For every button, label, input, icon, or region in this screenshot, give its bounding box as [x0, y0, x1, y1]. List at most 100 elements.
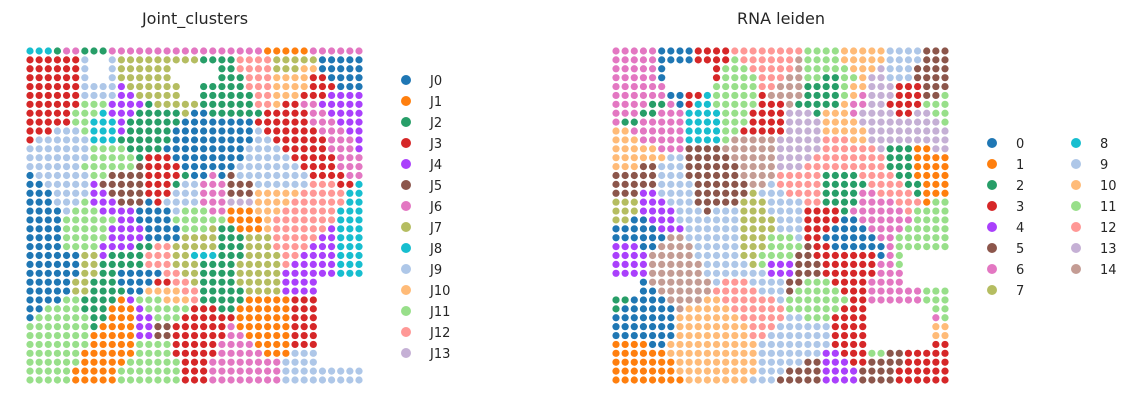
scatter-point	[117, 162, 125, 171]
scatter-point	[264, 243, 272, 251]
scatter-point	[795, 260, 803, 269]
scatter-point	[639, 65, 648, 73]
scatter-point	[62, 216, 71, 224]
scatter-point	[108, 47, 116, 55]
scatter-point	[53, 305, 62, 313]
scatter-point	[291, 367, 299, 375]
scatter-point	[209, 118, 217, 126]
scatter-point	[99, 136, 107, 144]
scatter-point	[81, 331, 89, 340]
scatter-point	[667, 251, 675, 260]
scatter-point	[163, 251, 171, 260]
scatter-point	[99, 171, 107, 180]
scatter-point	[767, 154, 775, 162]
scatter-point	[145, 74, 153, 82]
scatter-point	[831, 171, 839, 180]
scatter-point	[291, 136, 299, 144]
legend-label: J6	[429, 200, 442, 215]
scatter-point	[236, 367, 244, 375]
scatter-point	[676, 47, 684, 55]
scatter-point	[181, 331, 189, 340]
scatter-point	[227, 251, 235, 260]
scatter-point	[53, 127, 62, 135]
scatter-point	[813, 127, 821, 135]
scatter-point	[72, 145, 80, 153]
scatter-point	[337, 216, 345, 224]
scatter-point	[886, 47, 894, 55]
scatter-point	[877, 162, 885, 171]
scatter-point	[53, 171, 62, 180]
scatter-point	[612, 349, 620, 357]
scatter-point	[740, 207, 748, 215]
scatter-point	[740, 82, 748, 91]
scatter-point	[53, 162, 62, 171]
scatter-point	[676, 269, 684, 277]
scatter-point	[877, 243, 885, 251]
scatter-point	[840, 47, 849, 55]
scatter-point	[630, 118, 638, 126]
scatter-point	[667, 56, 675, 64]
scatter-point	[327, 171, 336, 180]
scatter-point	[35, 91, 43, 100]
scatter-point	[227, 260, 235, 269]
scatter-point	[804, 260, 812, 269]
scatter-point	[218, 349, 226, 357]
scatter-point	[923, 225, 931, 233]
scatter-point	[26, 234, 34, 242]
scatter-point	[639, 296, 648, 304]
scatter-point	[72, 180, 80, 188]
scatter-point	[163, 216, 171, 224]
scatter-point	[318, 91, 327, 100]
scatter-point	[895, 269, 903, 277]
scatter-point	[209, 180, 217, 188]
scatter-point	[740, 323, 748, 331]
scatter-point	[300, 189, 308, 197]
scatter-point	[236, 287, 244, 295]
scatter-point	[62, 340, 71, 349]
scatter-point	[300, 376, 308, 384]
scatter-point	[658, 180, 666, 188]
scatter-point	[318, 269, 327, 277]
scatter-point	[758, 358, 766, 366]
scatter-point	[868, 136, 876, 144]
scatter-point	[327, 198, 336, 206]
scatter-point	[62, 189, 71, 197]
scatter-point	[941, 109, 949, 117]
scatter-point	[776, 198, 785, 206]
scatter-point	[309, 314, 317, 322]
scatter-point	[731, 367, 739, 375]
scatter-point	[932, 100, 940, 108]
scatter-point	[35, 349, 43, 357]
scatter-point	[355, 118, 363, 126]
scatter-point	[786, 127, 794, 135]
scatter-point	[722, 367, 730, 375]
scatter-point	[181, 154, 189, 162]
scatter-point	[703, 198, 711, 206]
scatter-point	[126, 358, 135, 366]
scatter-point	[90, 331, 98, 340]
scatter-point	[309, 207, 317, 215]
scatter-point	[318, 180, 327, 188]
scatter-point	[53, 349, 62, 357]
scatter-point	[776, 100, 785, 108]
scatter-point	[181, 269, 189, 277]
scatter-point	[181, 47, 189, 55]
scatter-point	[886, 56, 894, 64]
scatter-point	[172, 162, 180, 171]
scatter-point	[621, 56, 629, 64]
scatter-point	[868, 127, 876, 135]
scatter-point	[218, 162, 226, 171]
scatter-point	[639, 314, 648, 322]
scatter-point	[154, 162, 162, 171]
scatter-point	[53, 251, 62, 260]
scatter-point	[44, 251, 52, 260]
scatter-point	[190, 180, 199, 188]
scatter-point	[227, 109, 235, 117]
scatter-point	[776, 136, 785, 144]
scatter-point	[895, 367, 903, 375]
scatter-point	[676, 243, 684, 251]
scatter-point	[53, 260, 62, 269]
scatter-point	[26, 358, 34, 366]
scatter-point	[932, 91, 940, 100]
legend-label: 11	[1100, 200, 1117, 215]
